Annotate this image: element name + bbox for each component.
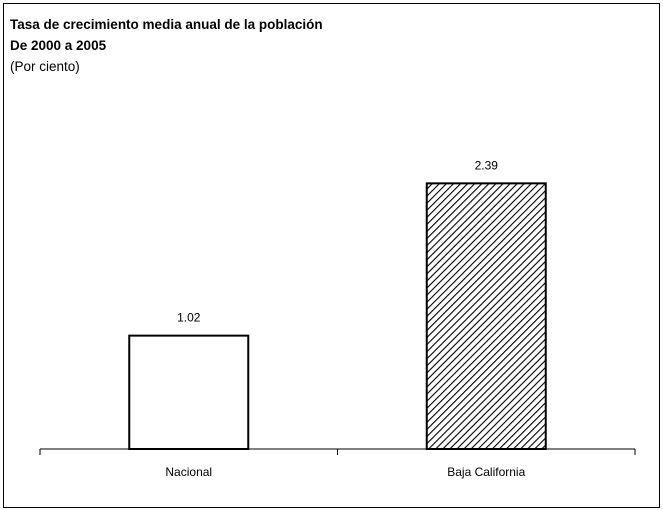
x-tick-label: Baja California [447,465,525,479]
data-label: 1.02 [177,311,201,325]
x-axis [39,448,636,455]
chart-title: Tasa de crecimiento media anual de la po… [10,17,323,32]
bar-baja-california [425,182,547,450]
labels-layer: 1.02 Nacional 2.39 Baja California [165,158,525,479]
bar-nacional [128,334,250,451]
chart-subtitle: De 2000 a 2005 [10,38,107,53]
bars-layer [128,182,547,451]
chart-frame: Tasa de crecimiento media anual de la po… [3,3,660,508]
x-tick-label: Nacional [165,465,212,479]
data-label: 2.39 [475,158,499,172]
chart-title-block: Tasa de crecimiento media anual de la po… [10,14,323,77]
chart-unit: (Por ciento) [10,59,80,74]
